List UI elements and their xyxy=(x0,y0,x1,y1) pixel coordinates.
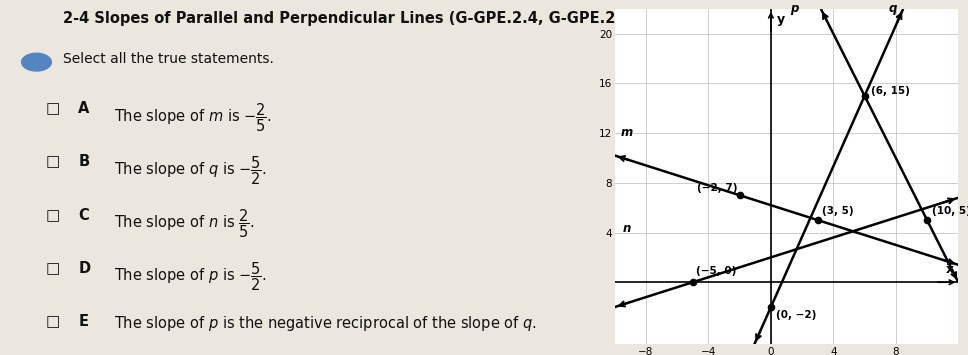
Text: The slope of $n$ is $\dfrac{2}{5}$.: The slope of $n$ is $\dfrac{2}{5}$. xyxy=(114,208,255,240)
Text: y: y xyxy=(777,12,785,26)
Text: (6, 15): (6, 15) xyxy=(871,86,910,96)
Text: x: x xyxy=(946,263,953,276)
Text: (−2, 7): (−2, 7) xyxy=(698,183,738,193)
Text: □: □ xyxy=(45,208,60,223)
Text: □: □ xyxy=(45,314,60,329)
Text: (−5, 0): (−5, 0) xyxy=(696,266,737,276)
Text: The slope of $q$ is $-\dfrac{5}{2}$.: The slope of $q$ is $-\dfrac{5}{2}$. xyxy=(114,154,267,187)
Text: C: C xyxy=(78,208,89,223)
Text: B: B xyxy=(78,154,89,169)
Text: D: D xyxy=(78,261,90,276)
Text: The slope of $p$ is $-\dfrac{5}{2}$.: The slope of $p$ is $-\dfrac{5}{2}$. xyxy=(114,261,267,294)
Text: □: □ xyxy=(45,101,60,116)
Text: The slope of $m$ is $-\dfrac{2}{5}$.: The slope of $m$ is $-\dfrac{2}{5}$. xyxy=(114,101,272,134)
Text: E: E xyxy=(78,314,88,329)
Text: Select all the true statements.: Select all the true statements. xyxy=(63,51,274,66)
Text: q: q xyxy=(889,2,897,15)
Text: m: m xyxy=(621,126,633,139)
Text: 2-4 Slopes of Parallel and Perpendicular Lines (G-GPE.2.4, G-GPE.2.5): 2-4 Slopes of Parallel and Perpendicular… xyxy=(63,11,638,26)
Text: □: □ xyxy=(45,261,60,276)
Text: A: A xyxy=(78,101,89,116)
Text: (10, 5): (10, 5) xyxy=(932,206,968,216)
Text: (0, −2): (0, −2) xyxy=(775,310,816,320)
Text: n: n xyxy=(623,222,631,235)
Text: The slope of $p$ is the negative reciprocal of the slope of $q$.: The slope of $p$ is the negative recipro… xyxy=(114,314,536,333)
Text: p: p xyxy=(790,2,799,15)
Circle shape xyxy=(21,53,51,71)
Text: (3, 5): (3, 5) xyxy=(823,206,854,216)
Text: □: □ xyxy=(45,154,60,169)
